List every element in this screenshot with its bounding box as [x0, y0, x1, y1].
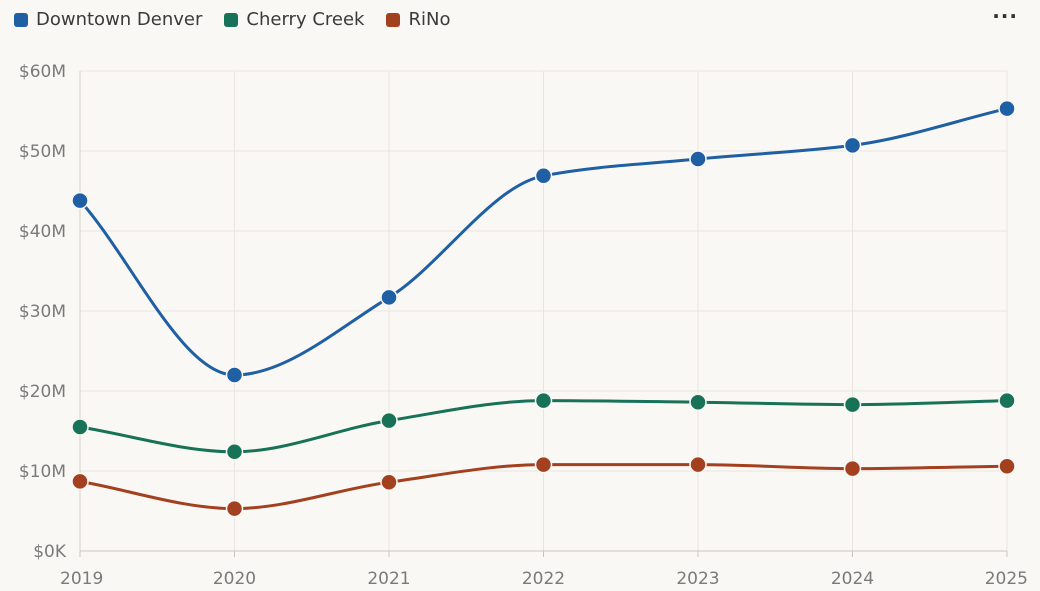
legend-label: Downtown Denver — [36, 9, 203, 30]
data-point[interactable] — [380, 288, 398, 307]
data-point[interactable] — [225, 499, 244, 518]
x-tick-label: 2025 — [985, 569, 1028, 589]
data-point[interactable] — [689, 455, 707, 474]
data-point[interactable] — [843, 395, 862, 414]
y-tick-label: $0K — [33, 542, 67, 562]
data-point[interactable] — [534, 167, 553, 185]
legend: Downtown Denver Cherry Creek RiNo — [14, 9, 450, 30]
legend-item-0[interactable]: Downtown Denver — [14, 9, 202, 30]
legend-label: Cherry Creek — [246, 9, 365, 30]
y-tick-label: $40M — [19, 222, 66, 242]
y-tick-label: $20M — [19, 382, 66, 402]
data-point[interactable] — [843, 459, 862, 478]
data-point[interactable] — [998, 99, 1016, 118]
data-point[interactable] — [689, 393, 707, 411]
series-points — [71, 99, 1016, 518]
legend-item-1[interactable]: Cherry Creek — [224, 9, 364, 30]
legend-swatch — [14, 12, 28, 27]
data-point[interactable] — [225, 366, 244, 384]
y-tick-label: $10M — [19, 462, 66, 482]
data-point[interactable] — [225, 443, 244, 461]
legend-swatch — [386, 12, 401, 27]
x-tick-label: 2021 — [367, 569, 410, 589]
x-tick-label: 2024 — [831, 569, 874, 589]
x-tick-label: 2020 — [213, 569, 256, 589]
data-point[interactable] — [534, 391, 553, 410]
x-tick-label: 2019 — [60, 569, 103, 589]
data-point[interactable] — [534, 455, 553, 474]
data-point[interactable] — [71, 191, 89, 210]
axes: $0K $10M $20M $30M $40M $50M $60M 2019 2020 2021 2… — [19, 62, 1028, 589]
legend-label: RiNo — [408, 9, 451, 30]
data-point[interactable] — [380, 411, 398, 430]
data-point[interactable] — [998, 391, 1016, 410]
data-point[interactable] — [71, 418, 89, 436]
legend-item-2[interactable]: RiNo — [386, 9, 450, 30]
y-tick-label: $50M — [19, 142, 66, 162]
data-point[interactable] — [689, 150, 707, 168]
y-tick-label: $60M — [19, 62, 66, 82]
x-tick-label: 2022 — [522, 569, 565, 589]
data-point[interactable] — [843, 136, 862, 155]
data-point[interactable] — [71, 472, 89, 491]
data-point[interactable] — [998, 457, 1016, 475]
x-tick-label: 2023 — [676, 569, 719, 589]
data-point[interactable] — [380, 473, 398, 491]
more-options-icon[interactable]: ··· — [992, 4, 1018, 28]
legend-swatch — [224, 12, 239, 27]
y-tick-label: $30M — [19, 302, 66, 322]
